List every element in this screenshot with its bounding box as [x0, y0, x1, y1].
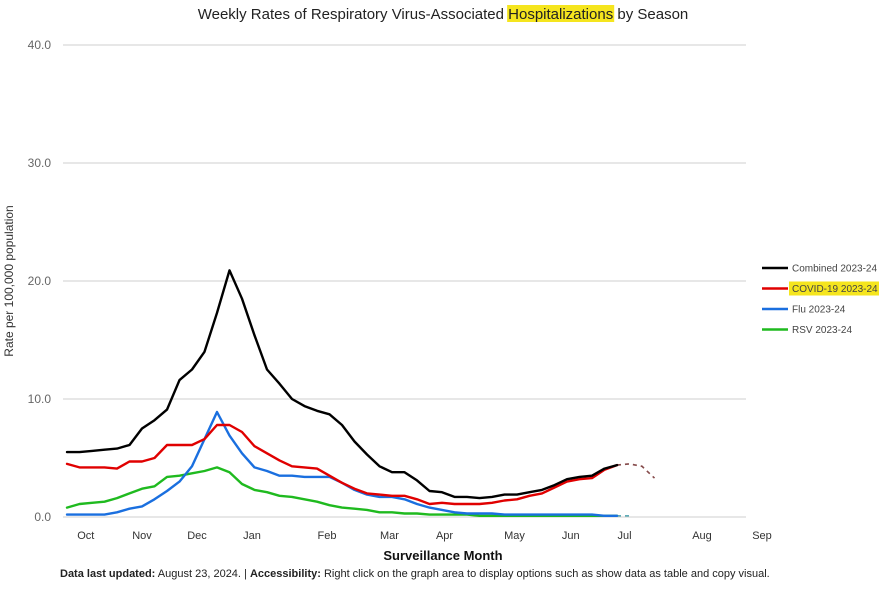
legend-label: RSV 2023-24	[792, 325, 852, 336]
x-axis-ticks: Oct Nov Dec Jan Feb Mar Apr May Jun Jul Aug Sep	[77, 530, 772, 542]
x-tick-label: Nov	[132, 530, 152, 542]
series-line[interactable]	[65, 410, 619, 517]
title-highlighted-word: Hospitalizations	[508, 6, 613, 23]
title-part-2: by Season	[613, 6, 688, 23]
legend-highlight-marker	[789, 281, 879, 296]
y-tick-label: 0.0	[34, 510, 51, 524]
grid-lines	[63, 44, 746, 518]
series-projection-line[interactable]	[616, 463, 656, 479]
y-tick-label: 20.0	[28, 274, 52, 288]
x-tick-label: Jan	[243, 530, 261, 542]
legend-item[interactable]: COVID-19 2023-24	[762, 281, 879, 296]
footnote: Data last updated: August 23, 2024. | Ac…	[60, 568, 770, 580]
x-tick-label: Jun	[562, 530, 580, 542]
x-tick-label: Mar	[380, 530, 399, 542]
legend-label: Flu 2023-24	[792, 305, 846, 316]
x-tick-label: Feb	[318, 530, 337, 542]
plot-area[interactable]	[65, 269, 656, 517]
legend-item[interactable]: Combined 2023-24	[762, 264, 877, 275]
title-part-1: Weekly Rates of Respiratory Virus-Associ…	[198, 6, 508, 23]
chart-title: Weekly Rates of Respiratory Virus-Associ…	[198, 5, 689, 23]
legend-label: COVID-19 2023-24	[792, 284, 878, 295]
legend-item[interactable]: RSV 2023-24	[762, 325, 852, 336]
svg-text:Weekly Rates of Respiratory Vi: Weekly Rates of Respiratory Virus-Associ…	[198, 6, 689, 23]
legend-item[interactable]: Flu 2023-24	[762, 305, 846, 316]
accessibility-text: Right click on the graph area to display…	[320, 568, 770, 580]
legend-label: Combined 2023-24	[792, 264, 877, 275]
accessibility-label: Accessibility:	[249, 568, 321, 580]
updated-value: August 23, 2024. |	[155, 568, 250, 580]
y-tick-label: 40.0	[28, 38, 52, 52]
x-tick-label: Apr	[436, 530, 453, 542]
x-tick-label: May	[504, 530, 525, 542]
series-line[interactable]	[65, 423, 619, 506]
series-line[interactable]	[65, 269, 619, 500]
x-tick-label: Oct	[77, 530, 94, 542]
x-tick-label: Sep	[752, 530, 772, 542]
y-tick-label: 10.0	[28, 392, 52, 406]
title-highlight-marker	[507, 5, 615, 22]
updated-label: Data last updated:	[60, 568, 156, 580]
x-axis-label: Surveillance Month	[383, 548, 502, 563]
y-axis-label: Rate per 100,000 population	[2, 205, 16, 356]
x-tick-label: Dec	[187, 530, 207, 542]
x-tick-label: Jul	[617, 530, 631, 542]
y-axis-ticks: 0.0 10.0 20.0 30.0 40.0	[28, 38, 52, 524]
y-tick-label: 30.0	[28, 156, 52, 170]
legend[interactable]: Combined 2023-24 COVID-19 2023-24 Flu 2023…	[762, 264, 879, 337]
series-projection-line[interactable]	[616, 463, 656, 479]
x-tick-label: Aug	[692, 530, 712, 542]
